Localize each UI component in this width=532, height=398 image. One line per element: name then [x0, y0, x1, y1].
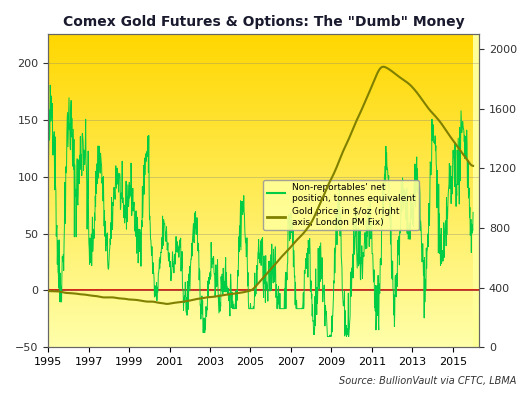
Title: Comex Gold Futures & Options: The "Dumb" Money: Comex Gold Futures & Options: The "Dumb"…: [63, 15, 464, 29]
Text: Source: BullionVault via CFTC, LBMA: Source: BullionVault via CFTC, LBMA: [339, 376, 516, 386]
Legend: Non-reportables' net
position, tonnes equivalent, Gold price in $/oz (right
axis: Non-reportables' net position, tonnes eq…: [263, 180, 419, 230]
